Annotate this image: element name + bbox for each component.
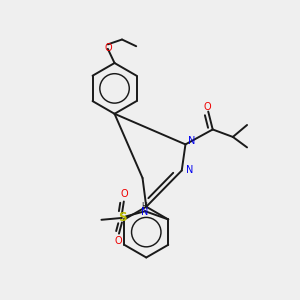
Text: O: O	[204, 102, 211, 112]
Text: O: O	[114, 236, 122, 246]
Text: N: N	[188, 136, 196, 146]
Text: N: N	[141, 207, 148, 217]
Text: N: N	[186, 165, 194, 175]
Text: O: O	[104, 43, 112, 53]
Text: S: S	[118, 212, 126, 224]
Text: H: H	[141, 202, 147, 211]
Text: O: O	[120, 189, 128, 199]
